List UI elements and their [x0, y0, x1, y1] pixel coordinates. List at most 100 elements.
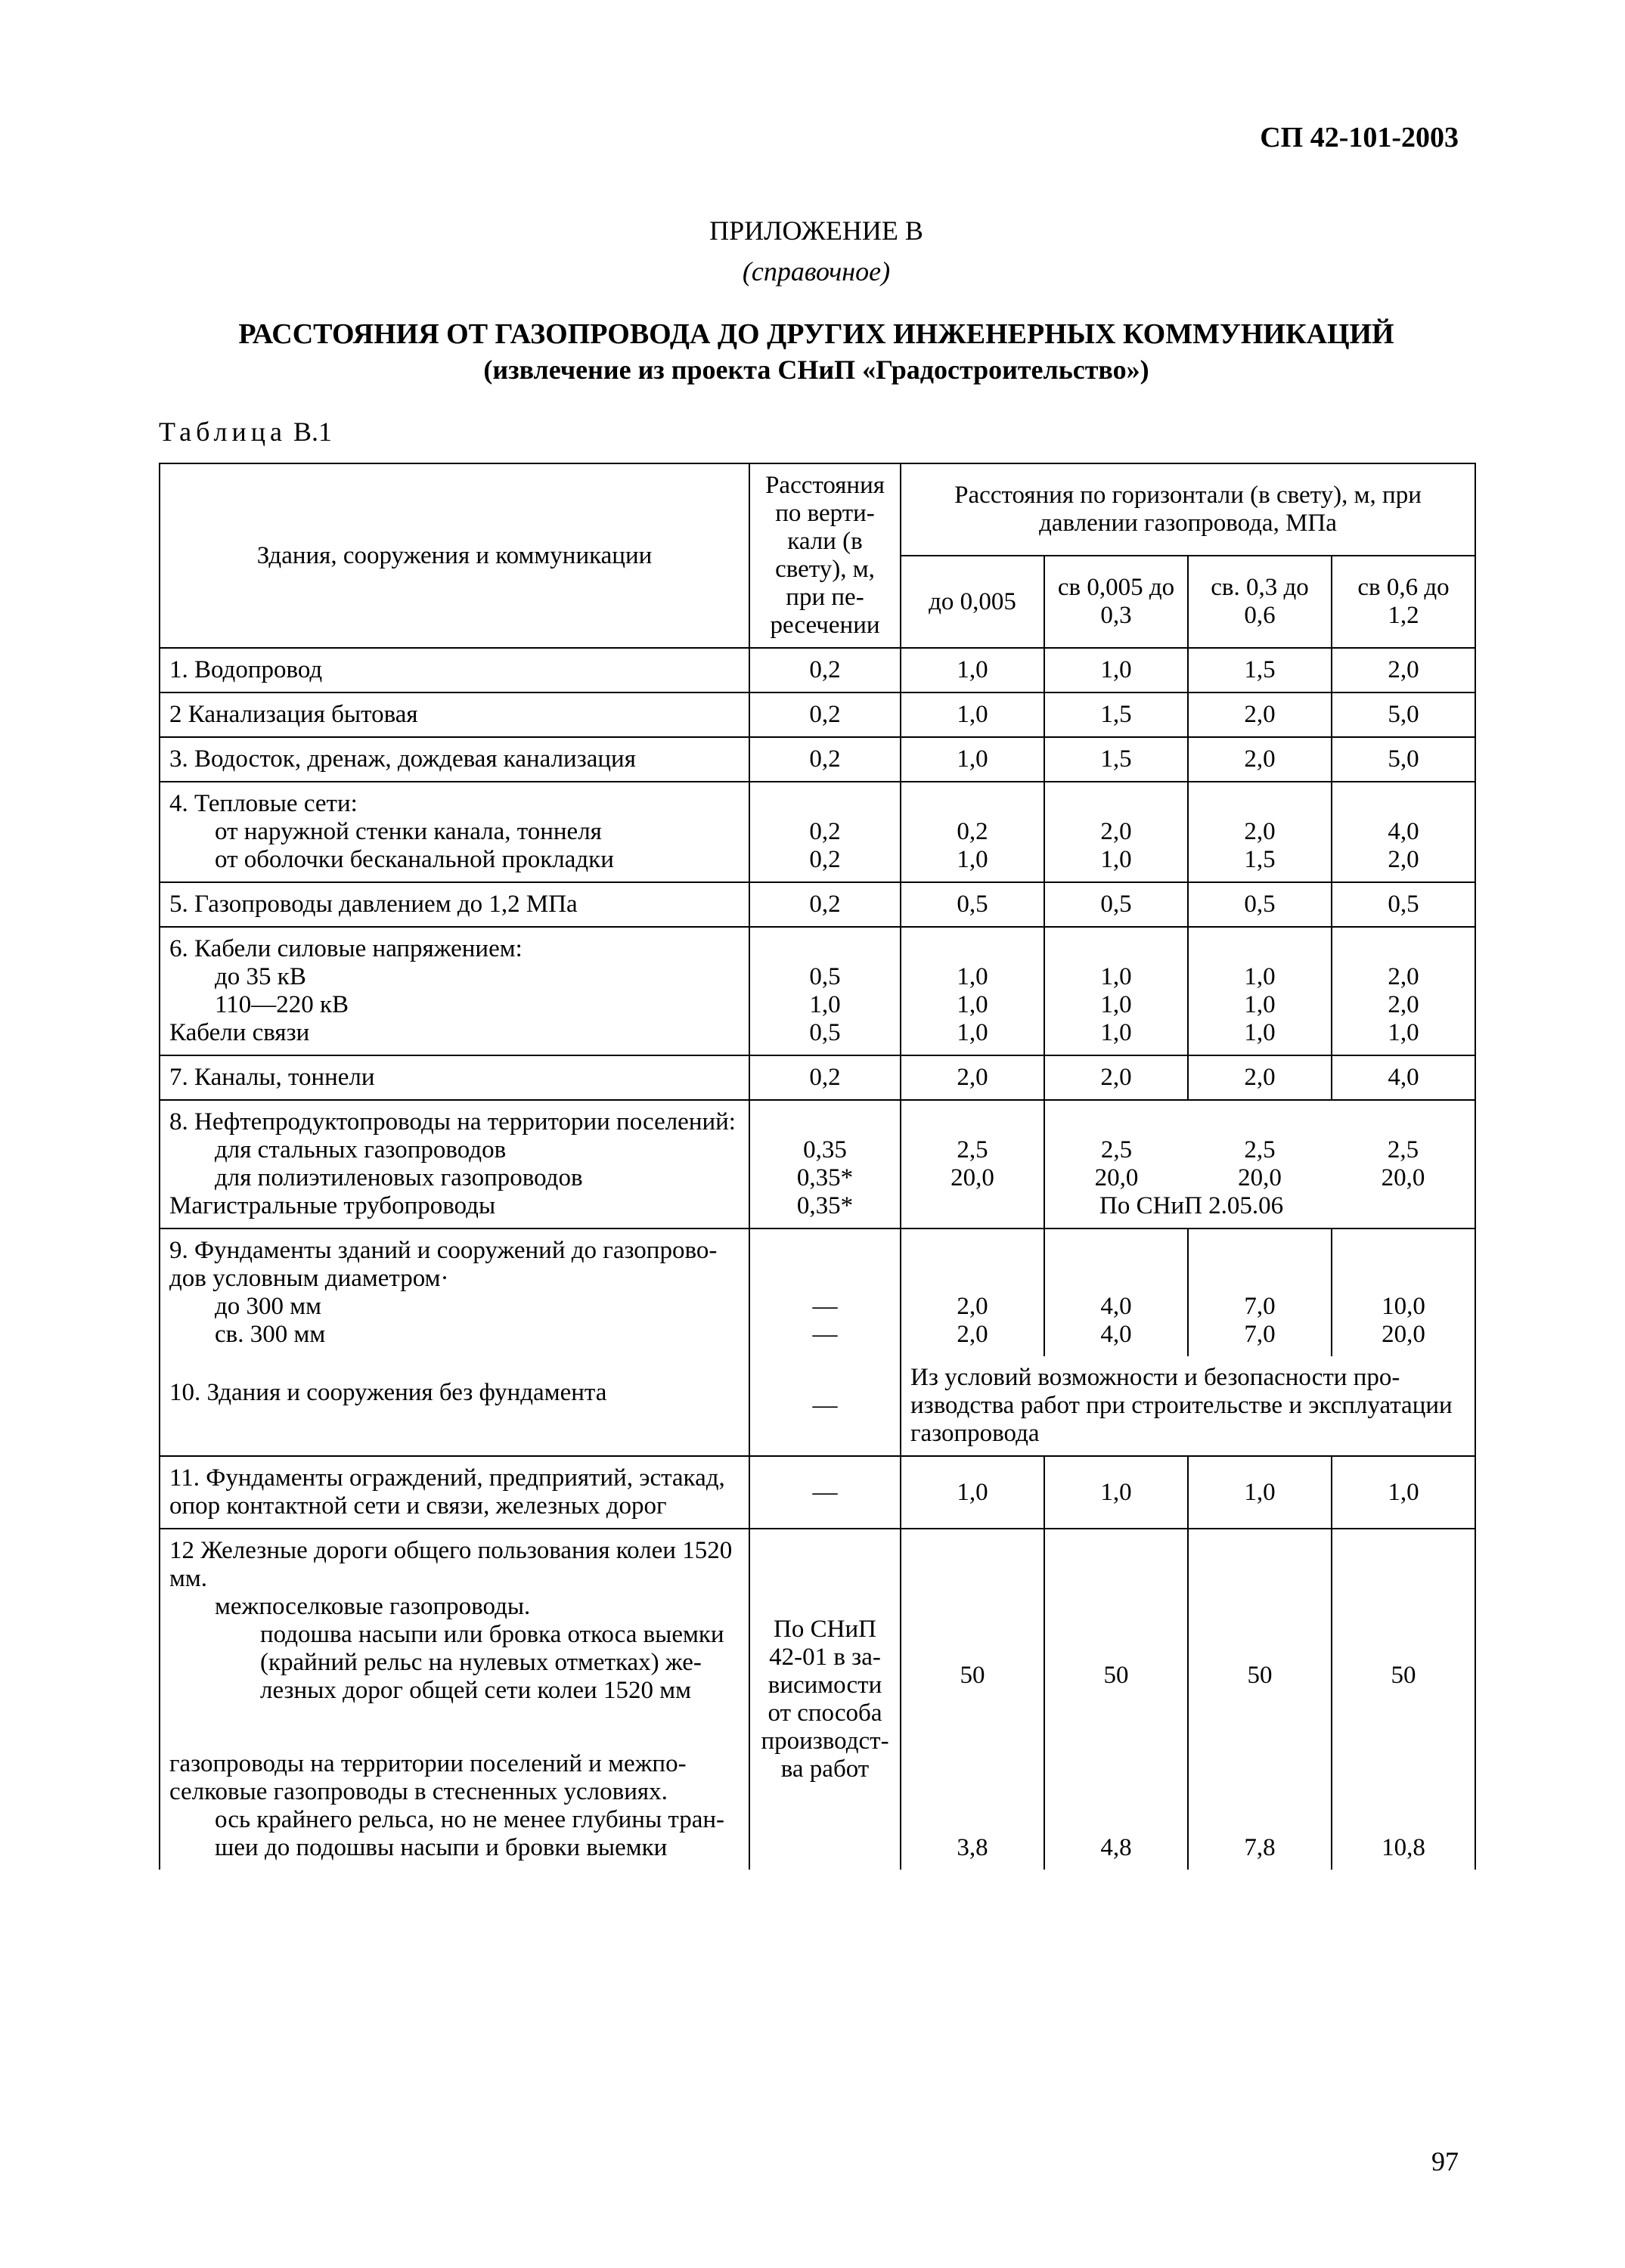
- v: 0,35: [803, 1136, 847, 1163]
- cell-v: 0,2: [749, 1055, 901, 1100]
- cell-label: 7. Каналы, тоннели: [160, 1055, 749, 1100]
- row8-l1: для стальных газопроводов: [169, 1136, 740, 1164]
- cell-label: 2 Канализация бытовая: [160, 692, 749, 737]
- v: 1,0: [957, 1019, 988, 1046]
- cell-d: 10,8: [1332, 1712, 1475, 1870]
- v: 20,0: [1095, 1164, 1139, 1191]
- cell-label: 10. Здания и сооружения без фундамента: [160, 1356, 749, 1456]
- col-p4: св 0,6 до 1,2: [1332, 556, 1475, 648]
- v: 0,5: [809, 1019, 840, 1046]
- row4-l1: от наружной стенки канала, тоннеля: [169, 818, 740, 846]
- v: 0,2: [809, 818, 840, 845]
- v: 2,0: [1244, 818, 1275, 845]
- cell-v: 0,2: [749, 648, 901, 692]
- cell-d: 2,02,01,0: [1332, 927, 1475, 1055]
- cell-b: 1,0: [1044, 648, 1188, 692]
- cell-b: 1,01,01,0: [1044, 927, 1188, 1055]
- v: 2,0: [1100, 818, 1131, 845]
- v: 1,5: [1244, 846, 1275, 873]
- table-row: 1. Водопровод 0,2 1,0 1,0 1,5 2,0: [160, 648, 1475, 692]
- cell-label: 8. Нефтепродуктопроводы на территории по…: [160, 1100, 749, 1228]
- row8-l2: для полиэтиленовых газопроводов: [169, 1164, 740, 1192]
- cell-v: ——: [749, 1228, 901, 1356]
- table-row: 3. Водосток, дренаж, дождевая канализаци…: [160, 737, 1475, 782]
- v: 4,0: [1100, 1293, 1131, 1320]
- cell-a: 3,8: [901, 1712, 1044, 1870]
- v: 1,0: [1100, 963, 1131, 990]
- cell-label: 11. Фундаменты ограждений, предприятий, …: [160, 1456, 749, 1529]
- annex-label: ПРИЛОЖЕНИЕ В: [159, 215, 1474, 246]
- cell-a: 2,520,0: [901, 1100, 1044, 1228]
- row9-l2: св. 300 мм: [169, 1321, 740, 1349]
- row12-sub2: газопроводы на территории поселений и ме…: [169, 1750, 740, 1806]
- v: 1,0: [809, 991, 840, 1018]
- v: 1,0: [957, 963, 988, 990]
- cell-v: 0,350,35*0,35*: [749, 1100, 901, 1228]
- col-p3: св. 0,3 до 0,6: [1188, 556, 1332, 648]
- reference-label: (справочное): [159, 256, 1474, 287]
- cell-a: 1,0: [901, 1456, 1044, 1529]
- cell-note: Из условий возможности и безопасности пр…: [901, 1356, 1475, 1456]
- cell-label: 5. Газопроводы давлением до 1,2 МПа: [160, 882, 749, 927]
- cell-b: 1,5: [1044, 737, 1188, 782]
- cell-b: 4,8: [1044, 1712, 1188, 1870]
- row6-l3: Кабели связи: [169, 1019, 740, 1047]
- cell-d: 0,5: [1332, 882, 1475, 927]
- row6-title: 6. Кабели силовые напряжением:: [169, 935, 740, 963]
- cell-d: 5,0: [1332, 737, 1475, 782]
- row4-title: 4. Тепловые сети:: [169, 790, 740, 818]
- table-row: 8. Нефтепродуктопроводы на территории по…: [160, 1100, 1475, 1228]
- table-row: 9. Фундаменты зданий и сооружений до газ…: [160, 1228, 1475, 1356]
- cell-b: 4,04,0: [1044, 1228, 1188, 1356]
- cell-d: 4,0: [1332, 1055, 1475, 1100]
- main-title: РАССТОЯНИЯ ОТ ГАЗОПРОВОДА ДО ДРУГИХ ИНЖЕ…: [159, 318, 1474, 351]
- table-caption-num: В.1: [287, 417, 332, 447]
- cell-v: —: [749, 1356, 901, 1456]
- cell-b: 1,5: [1044, 692, 1188, 737]
- v: 20,0: [1382, 1321, 1425, 1348]
- cell-c: 1,01,01,0: [1188, 927, 1332, 1055]
- cell-d: 1,0: [1332, 1456, 1475, 1529]
- col-p2: св 0,005 до 0,3: [1044, 556, 1188, 648]
- distances-table: Здания, сооружения и коммуникации Рассто…: [159, 463, 1476, 1870]
- table-row: 11. Фундаменты ограждений, предприятий, …: [160, 1456, 1475, 1529]
- v: 0,2: [957, 818, 988, 845]
- table-row: 5. Газопроводы давлением до 1,2 МПа 0,2 …: [160, 882, 1475, 927]
- table-row: 12 Железные дороги общего пользования ко…: [160, 1529, 1475, 1712]
- cell-a: 50: [901, 1529, 1044, 1712]
- table-header: Здания, сооружения и коммуникации Рассто…: [160, 463, 1475, 648]
- cell-a: 2,02,0: [901, 1228, 1044, 1356]
- v: 4,0: [1388, 818, 1419, 845]
- cell-v: —: [749, 1456, 901, 1529]
- snip-ref: По СНиП 2.05.06: [1054, 1192, 1283, 1219]
- v: 1,0: [957, 991, 988, 1018]
- v: 2,5: [1101, 1136, 1132, 1163]
- v: 0,5: [809, 963, 840, 990]
- table-caption: Таблица В.1: [159, 416, 1474, 448]
- cell-b: 2,520,0 По СНиП 2.05.06: [1044, 1100, 1188, 1228]
- cell-a: 0,21,0: [901, 782, 1044, 882]
- v: —: [813, 1293, 838, 1320]
- cell-d: 10,020,0: [1332, 1228, 1475, 1356]
- cell-label: газопроводы на территории поселений и ме…: [160, 1712, 749, 1870]
- v: 20,0: [1382, 1164, 1425, 1191]
- v: 1,0: [1244, 963, 1275, 990]
- cell-b: 2,0: [1044, 1055, 1188, 1100]
- v: 0,35*: [797, 1192, 853, 1219]
- row4-l2: от оболочки бесканальной прокладки: [169, 846, 740, 874]
- cell-label: 1. Водопровод: [160, 648, 749, 692]
- page-number: 97: [1431, 2146, 1459, 2177]
- cell-v: 0,20,2: [749, 782, 901, 882]
- cell-d: 2,0: [1332, 648, 1475, 692]
- v: 1,0: [1388, 1019, 1419, 1046]
- cell-c: 1,5: [1188, 648, 1332, 692]
- cell-b: 50: [1044, 1529, 1188, 1712]
- v: 2,0: [957, 1293, 988, 1320]
- row6-l1: до 35 кВ: [169, 963, 740, 991]
- cell-b: 2,01,0: [1044, 782, 1188, 882]
- row9-title: 9. Фундаменты зданий и сооружений до газ…: [169, 1237, 740, 1293]
- subtitle: (извлечение из проекта СНиП «Градостроит…: [159, 354, 1474, 386]
- cell-c: 2,0: [1188, 737, 1332, 782]
- v: 2,0: [957, 1321, 988, 1348]
- cell-d: 2,520,0: [1332, 1100, 1475, 1228]
